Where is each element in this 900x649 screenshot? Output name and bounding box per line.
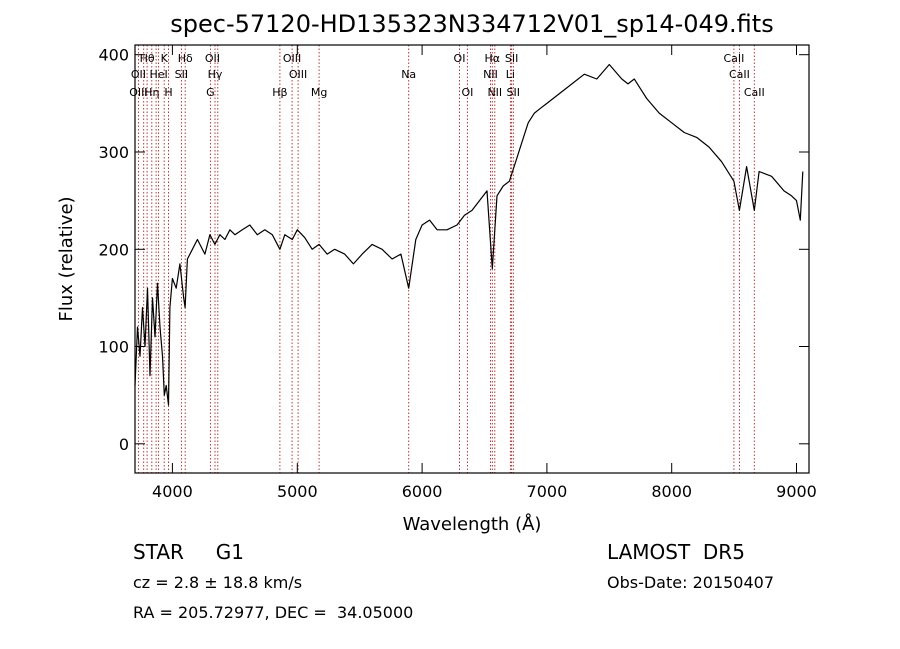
- line-markers: [137, 45, 755, 473]
- spectral-line-label: NII: [487, 86, 502, 99]
- spectral-line-label: OI: [461, 86, 473, 99]
- spectral-line-label: Hβ: [272, 86, 287, 99]
- spectral-line-label: Hη: [144, 86, 159, 99]
- x-tick-label: 8000: [651, 482, 692, 501]
- spectral-line-label: SII: [175, 68, 188, 81]
- y-tick-label: 400: [98, 46, 129, 65]
- spectral-line-label: Mg: [311, 86, 327, 99]
- x-tick-label: 9000: [776, 482, 817, 501]
- redshift-text: cz = 2.8 ± 18.8 km/s: [133, 573, 303, 592]
- spectral-line-label: NII: [483, 68, 498, 81]
- spectral-line-label: SII: [505, 52, 518, 65]
- spectral-line-label: Hγ: [208, 68, 223, 81]
- y-axis-label: Flux (relative): [56, 196, 77, 321]
- spectral-line-label: Li: [506, 68, 515, 81]
- spectral-line-label: Hθ: [140, 52, 155, 65]
- spectral-line-label: OII: [205, 52, 220, 65]
- spectral-line-label: Hδ: [178, 52, 193, 65]
- spectral-line-label: OIII: [283, 52, 301, 65]
- y-tick-label: 300: [98, 143, 129, 162]
- object-class: STAR G1: [133, 540, 244, 564]
- spectral-line-label: K: [161, 52, 169, 65]
- spectral-line-label: OIII: [289, 68, 307, 81]
- observation-date: Obs-Date: 20150407: [607, 573, 775, 592]
- x-axis-label: Wavelength (Å): [403, 513, 542, 535]
- spectral-line-label: CaII: [729, 68, 750, 81]
- plot-frame: [134, 44, 810, 474]
- spectral-line-label: OII: [131, 68, 146, 81]
- x-tick-label: 4000: [152, 482, 193, 501]
- spectral-line-label: CaII: [723, 52, 744, 65]
- spectral-line-label: CaII: [744, 86, 765, 99]
- survey-name: LAMOST DR5: [607, 540, 745, 564]
- axes: 4000 5000 6000 7000 8000 9000 0 100 200 300 400: [98, 45, 817, 501]
- y-tick-label: 100: [98, 338, 129, 357]
- coordinates-text: RA = 205.72977, DEC = 34.05000: [133, 603, 414, 622]
- x-tick-label: 6000: [402, 482, 443, 501]
- spectral-line-label: Na: [401, 68, 416, 81]
- y-tick-label: 200: [98, 240, 129, 259]
- x-tick-label: 7000: [527, 482, 568, 501]
- spectral-line-label: OI: [454, 52, 466, 65]
- spectral-line-label: G: [206, 86, 215, 99]
- spectrum-chart: spec-57120-HD135323N334712V01_sp14-049.f…: [56, 10, 817, 535]
- spectrum-line: [134, 63, 804, 406]
- spectral-line-label: H: [164, 86, 172, 99]
- spectral-line-label: HeI: [149, 68, 167, 81]
- chart-title: spec-57120-HD135323N334712V01_sp14-049.f…: [170, 10, 773, 38]
- y-tick-label: 0: [119, 435, 129, 454]
- spectral-line-label: SII: [507, 86, 520, 99]
- spectral-line-label: OIII: [129, 86, 147, 99]
- spectral-line-label: Hα: [485, 52, 501, 65]
- x-tick-label: 5000: [277, 482, 318, 501]
